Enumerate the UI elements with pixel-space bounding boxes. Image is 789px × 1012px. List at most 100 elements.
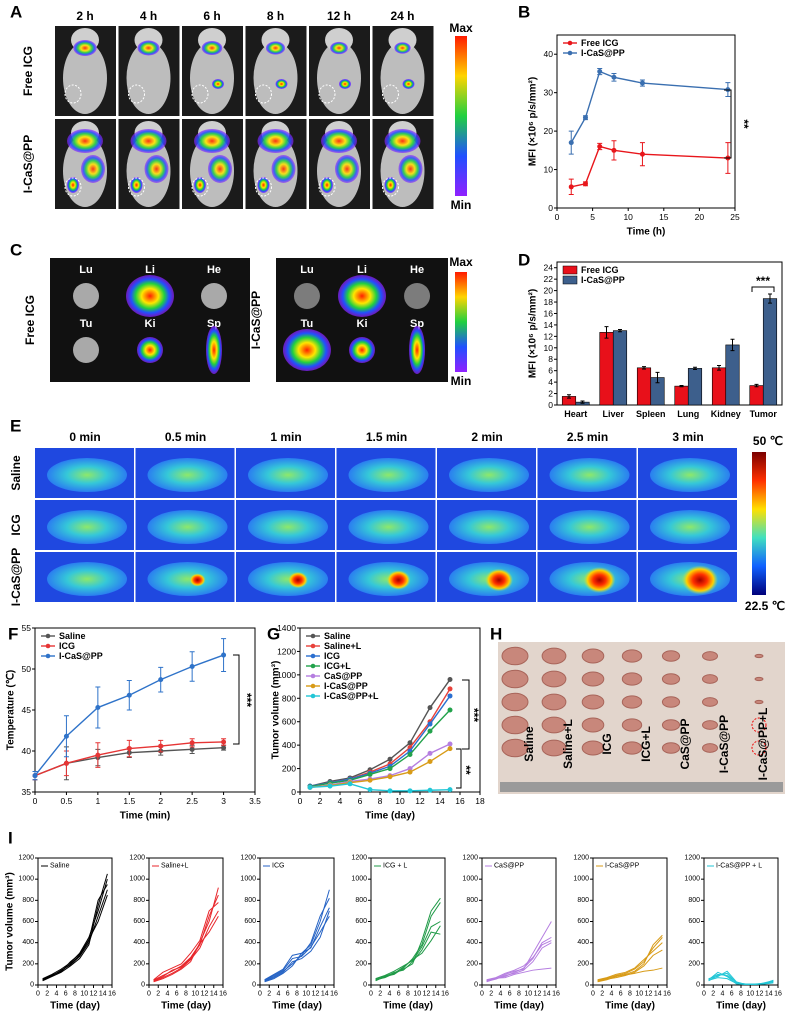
mouse-thermal — [147, 562, 228, 596]
y-tick-label: 1200 — [277, 646, 296, 656]
legend-label: I-CaS@PP+L — [324, 691, 379, 701]
legend-label: Saline+L — [324, 641, 362, 651]
x-tick-label: 10 — [80, 991, 88, 998]
y-tick-label: 1200 — [129, 855, 145, 862]
signal — [275, 79, 288, 89]
legend-label: Free ICG — [581, 265, 619, 275]
series-line — [375, 897, 441, 981]
error-bar — [567, 394, 571, 399]
y-tick-label: 0 — [548, 400, 553, 410]
y-tick-label: 1200 — [240, 855, 256, 862]
mouse-body — [317, 42, 361, 114]
column-header: 2.5 min — [567, 430, 608, 444]
y-tick-label: 1200 — [573, 855, 589, 862]
signal — [194, 129, 230, 153]
significance-bracket — [456, 679, 470, 789]
tumor-photo — [498, 642, 785, 794]
y-tick-label: 1200 — [462, 855, 478, 862]
y-axis-title: Tumor volume (mm³) — [5, 872, 16, 971]
y-tick-label: 600 — [688, 918, 700, 925]
bar — [674, 385, 689, 406]
point — [447, 677, 453, 683]
organ-label: Li — [145, 264, 155, 276]
column-header: 24 h — [390, 9, 414, 23]
x-tick-label: 8 — [739, 991, 743, 998]
point — [447, 686, 453, 692]
plot-frame — [556, 34, 736, 209]
legend-marker — [567, 50, 573, 56]
y-tick-label: 0 — [585, 982, 589, 989]
y-tick-label: 20 — [544, 286, 554, 296]
point — [447, 707, 453, 713]
series-line — [309, 709, 451, 788]
x-tick-label: Tumor — [750, 409, 778, 419]
legend-marker — [310, 653, 316, 659]
signal — [384, 129, 421, 153]
x-tick-label: 20 — [695, 212, 705, 222]
organ — [137, 337, 163, 363]
mouse-thermal — [650, 510, 730, 544]
panel-label: F — [8, 625, 18, 644]
x-tick-label: 16 — [552, 991, 560, 998]
plot-frame — [556, 261, 783, 406]
legend-label: I-CaS@PP — [581, 275, 625, 285]
tumor-outline — [191, 84, 209, 104]
bar — [612, 330, 628, 406]
x-tick-label: 16 — [108, 991, 116, 998]
error-bar — [618, 328, 622, 333]
y-tick-label: 10 — [544, 343, 554, 353]
y-tick-label: 0 — [141, 982, 145, 989]
mouse-thermal — [348, 510, 429, 544]
y-tick-label: 8 — [548, 354, 553, 364]
x-tick-label: 0 — [36, 991, 40, 998]
legend-label: ICG — [272, 863, 284, 870]
plot-frame — [703, 857, 779, 986]
point — [63, 733, 69, 739]
signal — [402, 79, 415, 89]
y-tick-label: 0 — [252, 982, 256, 989]
tumor — [661, 673, 681, 685]
error-bar — [679, 385, 684, 388]
x-tick-label: 5 — [590, 212, 595, 222]
mouse-thermal — [147, 510, 228, 544]
x-tick-label: 16 — [330, 991, 338, 998]
series-line — [708, 973, 774, 985]
x-tick-label: 8 — [628, 991, 632, 998]
x-tick-label: 6 — [286, 991, 290, 998]
point — [387, 756, 393, 762]
y-axis-title: Tumor volume (mm³) — [271, 661, 282, 760]
organ — [206, 326, 222, 374]
series-line — [486, 967, 552, 981]
empty-marker — [751, 717, 767, 733]
y-tick-label: 12 — [544, 331, 554, 341]
tumor — [501, 692, 529, 712]
x-tick-label: 10 — [524, 991, 532, 998]
x-tick-label: 12 — [201, 991, 209, 998]
signal — [81, 155, 105, 183]
x-tick-label: 15 — [659, 212, 669, 222]
tumor — [581, 671, 605, 687]
color-bar — [752, 452, 766, 595]
x-tick-label: 12 — [312, 991, 320, 998]
organ-label: Sp — [207, 318, 221, 330]
y-tick-label: 200 — [244, 960, 256, 967]
y-tick-label: 400 — [355, 939, 367, 946]
series-line — [486, 942, 552, 982]
y-tick-label: 800 — [133, 897, 145, 904]
signal — [265, 41, 286, 55]
x-tick-label: 8 — [73, 991, 77, 998]
x-tick-label: 16 — [441, 991, 449, 998]
panel-label: G — [267, 625, 280, 644]
legend-label: Saline+L — [161, 863, 189, 870]
legend-label: ICG — [324, 651, 340, 661]
organ — [409, 326, 426, 374]
group-label: ICG — [600, 733, 614, 754]
point — [32, 773, 38, 779]
column-header: 4 h — [140, 9, 157, 23]
signal — [335, 155, 359, 183]
x-tick-label: 10 — [623, 212, 633, 222]
mouse-thermal — [449, 510, 529, 544]
error-bar — [604, 326, 609, 339]
tumor — [621, 695, 643, 709]
